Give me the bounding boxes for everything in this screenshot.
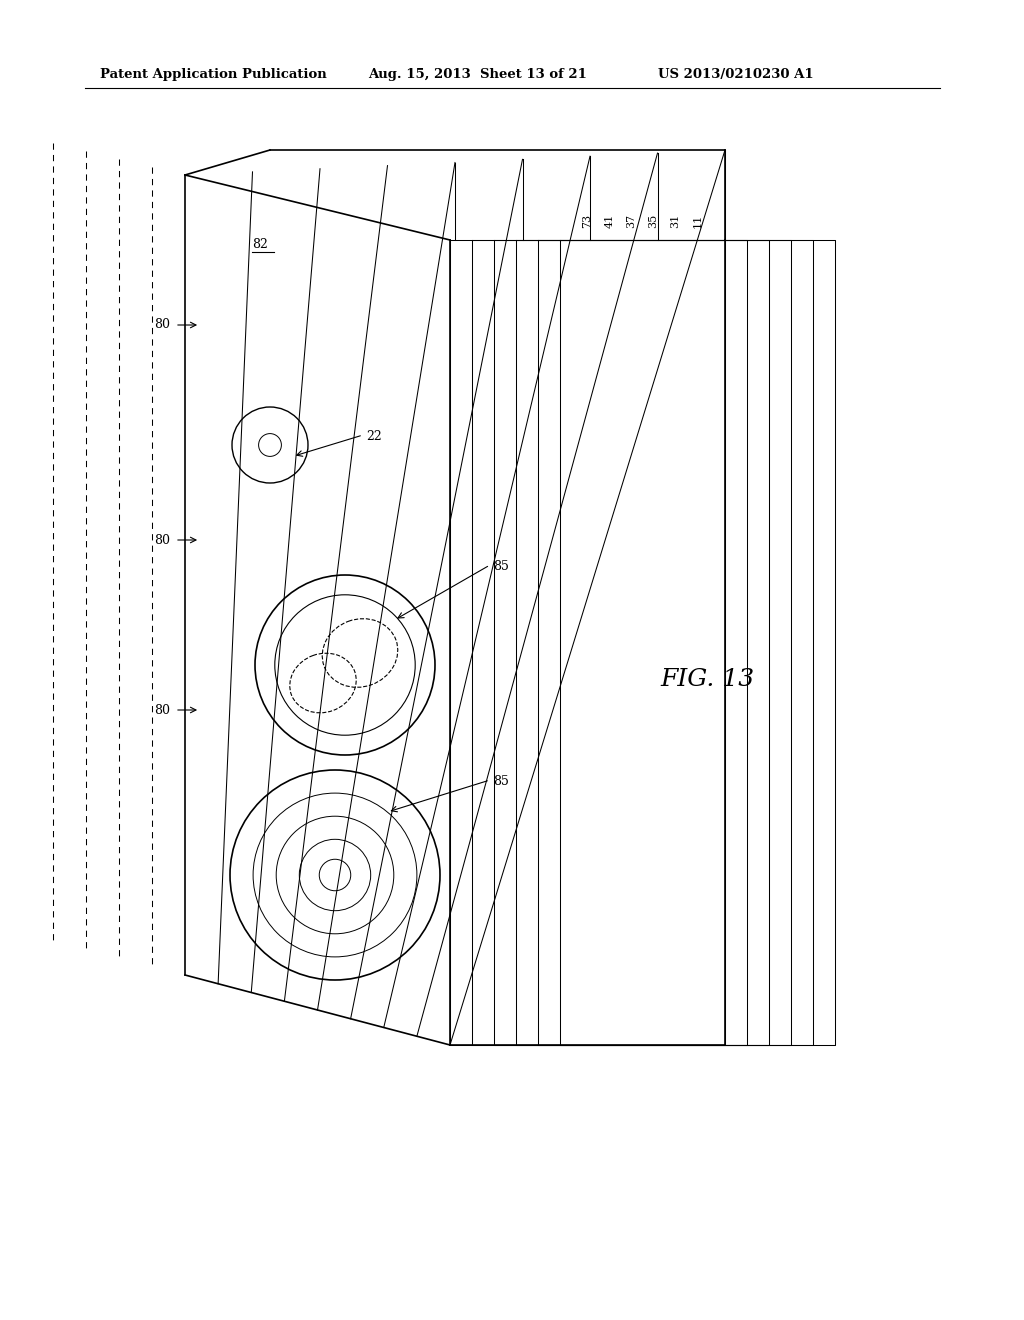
Text: 73: 73: [583, 214, 593, 228]
Text: FIG. 13: FIG. 13: [660, 668, 754, 692]
Text: 82: 82: [252, 239, 268, 252]
Text: 41: 41: [604, 214, 614, 228]
Text: 85: 85: [493, 775, 509, 788]
Text: 85: 85: [493, 560, 509, 573]
Text: 80: 80: [154, 533, 170, 546]
Text: 22: 22: [366, 430, 382, 444]
Text: 35: 35: [648, 214, 658, 228]
Text: 37: 37: [627, 214, 637, 228]
Text: 11: 11: [692, 214, 702, 228]
Text: Aug. 15, 2013  Sheet 13 of 21: Aug. 15, 2013 Sheet 13 of 21: [368, 69, 587, 81]
Text: 31: 31: [671, 214, 681, 228]
Text: 80: 80: [154, 318, 170, 331]
Text: 80: 80: [154, 704, 170, 717]
Text: US 2013/0210230 A1: US 2013/0210230 A1: [658, 69, 814, 81]
Text: Patent Application Publication: Patent Application Publication: [100, 69, 327, 81]
